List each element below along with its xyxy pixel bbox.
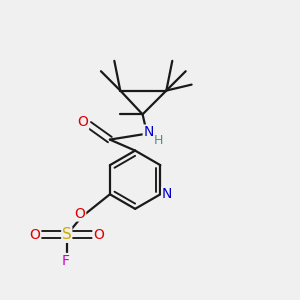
Text: O: O [75,207,86,221]
Text: O: O [78,116,88,129]
Text: N: N [143,125,154,139]
Text: N: N [162,187,172,201]
Text: S: S [62,227,72,242]
Text: F: F [61,254,69,268]
Text: O: O [29,228,40,242]
Text: O: O [93,228,104,242]
Text: H: H [154,134,164,147]
